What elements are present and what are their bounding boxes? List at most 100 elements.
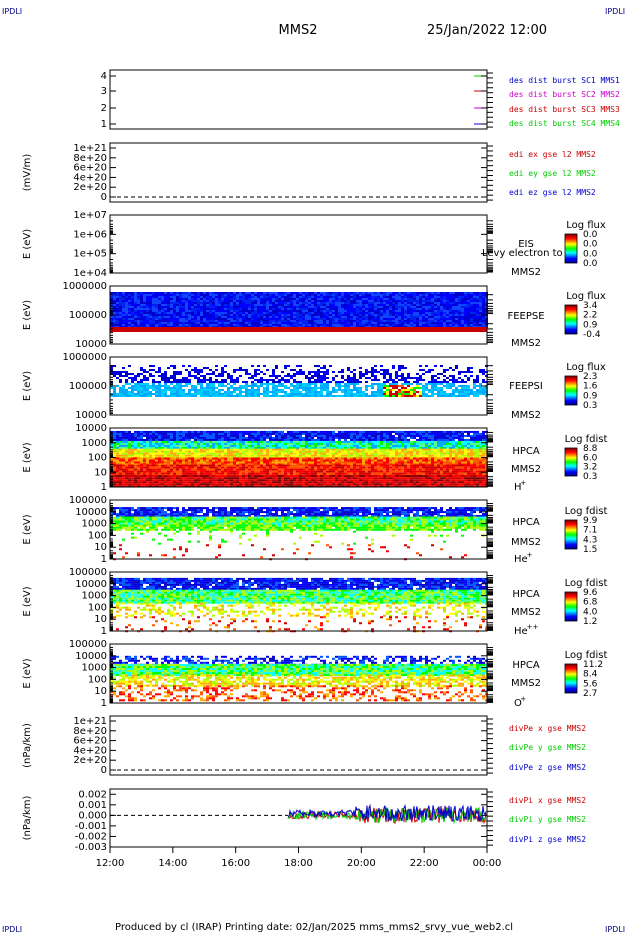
feepse-cell	[299, 292, 302, 294]
feepse-cell	[254, 312, 257, 314]
feepse-cell	[200, 312, 203, 314]
feepse-cell	[200, 316, 203, 318]
panel-frame	[109, 214, 488, 274]
hpca-cell	[152, 444, 155, 447]
feepsi-cell	[239, 369, 242, 371]
feepsi-cell	[407, 395, 410, 397]
feepsi-cell	[344, 391, 347, 393]
hpca-cell	[200, 479, 203, 482]
feepse-cell	[242, 302, 245, 304]
feepse-cell	[239, 322, 242, 324]
feepsi-cell	[422, 391, 425, 393]
feepse-cell	[257, 292, 260, 294]
hpca-cell	[230, 475, 233, 478]
feepsi-cell	[197, 389, 200, 391]
feepsi-cell	[437, 377, 440, 379]
hpca-cell	[161, 446, 164, 449]
hpca-cell	[218, 436, 221, 439]
feepsi-cell	[281, 391, 284, 393]
feepse-cell	[212, 304, 215, 306]
feepsi-cell	[188, 379, 191, 381]
feepsi-cell	[293, 389, 296, 391]
feepse-cell	[110, 292, 113, 294]
feepse-cell	[254, 304, 257, 306]
hpca-cell	[167, 450, 170, 453]
feepsi-cell	[359, 395, 362, 397]
feepsi-cell	[377, 395, 380, 397]
feepsi-cell	[149, 393, 152, 395]
hpca-cell	[164, 438, 167, 441]
feepse-cell	[215, 314, 218, 316]
feepse-cell	[200, 302, 203, 304]
feepse-cell	[368, 314, 371, 316]
feepse-cell	[185, 296, 188, 298]
feepse-cell	[251, 298, 254, 300]
feepsi-cell	[170, 365, 173, 367]
feepse-cell	[173, 296, 176, 298]
hpca-cell	[158, 454, 161, 457]
hpca-cell	[194, 468, 197, 471]
feepse-cell	[356, 300, 359, 302]
feepse-cell	[329, 316, 332, 318]
hpca-cell	[146, 436, 149, 439]
feepse-cell	[227, 296, 230, 298]
feepsi-cell	[311, 377, 314, 379]
hpca-cell	[203, 464, 206, 467]
feepsi-cell	[458, 381, 461, 383]
feepse-cell	[224, 322, 227, 324]
feepse-cell	[383, 304, 386, 306]
feepse-cell	[341, 310, 344, 312]
feepse-cell	[407, 298, 410, 300]
feepsi-cell	[164, 371, 167, 373]
feepse-cell	[248, 304, 251, 306]
feepsi-cell	[152, 385, 155, 387]
feepse-cell	[296, 318, 299, 320]
feepse-cell	[386, 318, 389, 320]
hpca-cell	[215, 481, 218, 484]
feepsi-cell	[131, 377, 134, 379]
feepsi-cell	[437, 383, 440, 385]
feepsi-cell	[359, 377, 362, 379]
hpca-cell	[110, 457, 113, 460]
feepse-cell	[467, 310, 470, 312]
hpca-cell	[134, 432, 137, 435]
hpca-cell	[209, 432, 212, 435]
hpca-cell	[170, 436, 173, 439]
feepse-cell	[134, 316, 137, 318]
feepse-cell	[338, 292, 341, 294]
instrument-label: MMS2	[511, 267, 541, 278]
feepsi-cell	[275, 377, 278, 379]
feepsi-cell	[416, 385, 419, 387]
feepsi-cell	[161, 385, 164, 387]
feepsi-cell	[137, 389, 140, 391]
feepse-cell	[212, 306, 215, 308]
feepsi-cell	[464, 385, 467, 387]
feepsi-cell	[224, 381, 227, 383]
hpca-cell	[113, 438, 116, 441]
hpca-cell	[146, 481, 149, 484]
hpca-cell	[197, 452, 200, 455]
feepsi-cell	[419, 391, 422, 393]
feepsi-cell	[227, 383, 230, 385]
feepse-cell	[404, 308, 407, 310]
y-axis-label: (mV/m)	[22, 154, 33, 192]
feepse-cell	[152, 324, 155, 326]
feepsi-cell	[158, 387, 161, 389]
feepse-cell	[284, 308, 287, 310]
feepse-cell	[443, 324, 446, 326]
feepse-cell	[431, 324, 434, 326]
feepse-cell	[257, 318, 260, 320]
hpca-cell	[179, 444, 182, 447]
hpca-cell	[128, 461, 131, 464]
hpca-cell	[206, 470, 209, 473]
feepsi-cell	[233, 379, 236, 381]
feepse-cell	[218, 310, 221, 312]
feepse-cell	[131, 310, 134, 312]
feepsi-cell	[170, 387, 173, 389]
feepse-cell	[158, 294, 161, 296]
feepsi-cell	[209, 391, 212, 393]
feepsi-cell	[164, 381, 167, 383]
feepse-cell	[149, 324, 152, 326]
hpca-cell	[182, 436, 185, 439]
hpca-cell	[173, 477, 176, 480]
